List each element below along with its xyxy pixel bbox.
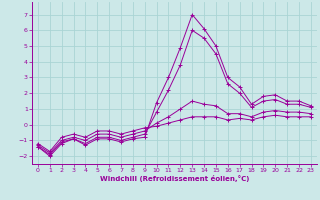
X-axis label: Windchill (Refroidissement éolien,°C): Windchill (Refroidissement éolien,°C) <box>100 175 249 182</box>
